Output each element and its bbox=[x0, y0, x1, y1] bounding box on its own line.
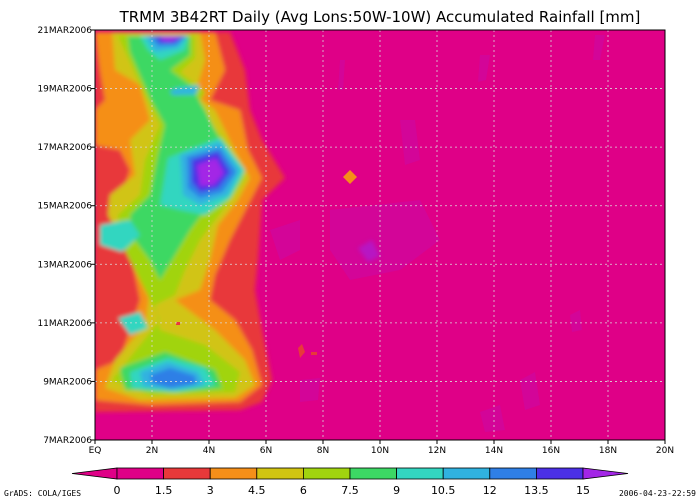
colorbar-swatch bbox=[396, 467, 444, 480]
y-tick-label: 13MAR2006 bbox=[37, 260, 92, 270]
footer-left: GrADS: COLA/IGES bbox=[4, 489, 81, 498]
y-tick-label: 21MAR2006 bbox=[37, 26, 92, 36]
x-tick-label: EQ bbox=[89, 446, 102, 456]
y-tick-label: 19MAR2006 bbox=[37, 85, 92, 95]
rain-contour-8 bbox=[155, 36, 230, 192]
colorbar-label: 7.5 bbox=[341, 484, 359, 497]
colorbar-label: 13.5 bbox=[524, 484, 549, 497]
rain-faint-area bbox=[300, 378, 320, 402]
x-tick-label: 14N bbox=[485, 446, 503, 456]
colorbar-label: 0 bbox=[114, 484, 121, 497]
colorbar-label: 15 bbox=[576, 484, 590, 497]
x-tick-label: 20N bbox=[656, 446, 674, 456]
rain-spot bbox=[311, 352, 317, 355]
y-tick-label: 11MAR2006 bbox=[37, 319, 92, 329]
colorbar-label: 4.5 bbox=[248, 484, 266, 497]
rain-faint-area bbox=[593, 35, 605, 60]
colorbar-swatch bbox=[489, 467, 537, 480]
rain-faint-area bbox=[338, 60, 345, 90]
x-tick-label: 10N bbox=[371, 446, 389, 456]
colorbar-swatch bbox=[163, 467, 211, 480]
colorbar: 0 1.5 3 4.5 6 7.5 9 10.5 12 13.5 15 bbox=[71, 467, 629, 497]
colorbar-low-arrow bbox=[71, 467, 118, 480]
x-tick-label: 4N bbox=[203, 446, 215, 456]
colorbar-swatch bbox=[536, 467, 584, 480]
rain-faint-area bbox=[570, 310, 582, 332]
grid-lines bbox=[95, 30, 665, 440]
x-tick-label: 12N bbox=[428, 446, 446, 456]
colorbar-label: 3 bbox=[207, 484, 214, 497]
x-axis: EQ 2N 4N 6N 8N 10N 12N 14N 16N 18N 20N bbox=[89, 440, 674, 456]
colorbar-label: 9 bbox=[393, 484, 400, 497]
colorbar-high-arrow bbox=[582, 467, 629, 480]
colorbar-swatch bbox=[116, 467, 164, 480]
rain-spot bbox=[343, 170, 357, 184]
colorbar-swatch bbox=[209, 467, 258, 480]
x-tick-label: 2N bbox=[146, 446, 158, 456]
x-tick-label: 18N bbox=[599, 446, 617, 456]
colorbar-label: 1.5 bbox=[155, 484, 173, 497]
colorbar-label: 6 bbox=[300, 484, 307, 497]
colorbar-label: 10.5 bbox=[431, 484, 456, 497]
y-tick-label: 7MAR2006 bbox=[43, 436, 92, 446]
rainfall-field bbox=[95, 30, 665, 440]
colorbar-swatch bbox=[349, 467, 397, 480]
x-tick-label: 8N bbox=[317, 446, 329, 456]
rain-faint-area bbox=[270, 220, 300, 260]
footer-right: 2006-04-23-22:59 bbox=[619, 489, 696, 498]
rain-spot bbox=[298, 344, 305, 358]
rain-spot bbox=[176, 322, 180, 325]
rain-faint-area bbox=[480, 405, 505, 432]
colorbar-swatch bbox=[302, 467, 351, 480]
y-axis: 7MAR2006 9MAR2006 11MAR2006 13MAR2006 15MAR2… bbox=[37, 26, 95, 446]
chart-title: TRMM 3B42RT Daily (Avg Lons:50W-10W) Acc… bbox=[119, 8, 641, 26]
rain-contour-4 bbox=[120, 36, 238, 392]
x-tick-label: 6N bbox=[260, 446, 272, 456]
rain-faint-area bbox=[478, 55, 490, 82]
colorbar-label: 12 bbox=[483, 484, 497, 497]
colorbar-swatch bbox=[442, 467, 491, 480]
colorbar-swatch bbox=[256, 467, 304, 480]
y-tick-label: 9MAR2006 bbox=[43, 377, 92, 387]
y-tick-label: 15MAR2006 bbox=[37, 202, 92, 212]
rain-faint-area bbox=[330, 200, 440, 280]
x-tick-label: 16N bbox=[542, 446, 560, 456]
field-shapes bbox=[95, 32, 380, 412]
y-tick-label: 17MAR2006 bbox=[37, 143, 92, 153]
rain-faint-area bbox=[400, 120, 420, 165]
